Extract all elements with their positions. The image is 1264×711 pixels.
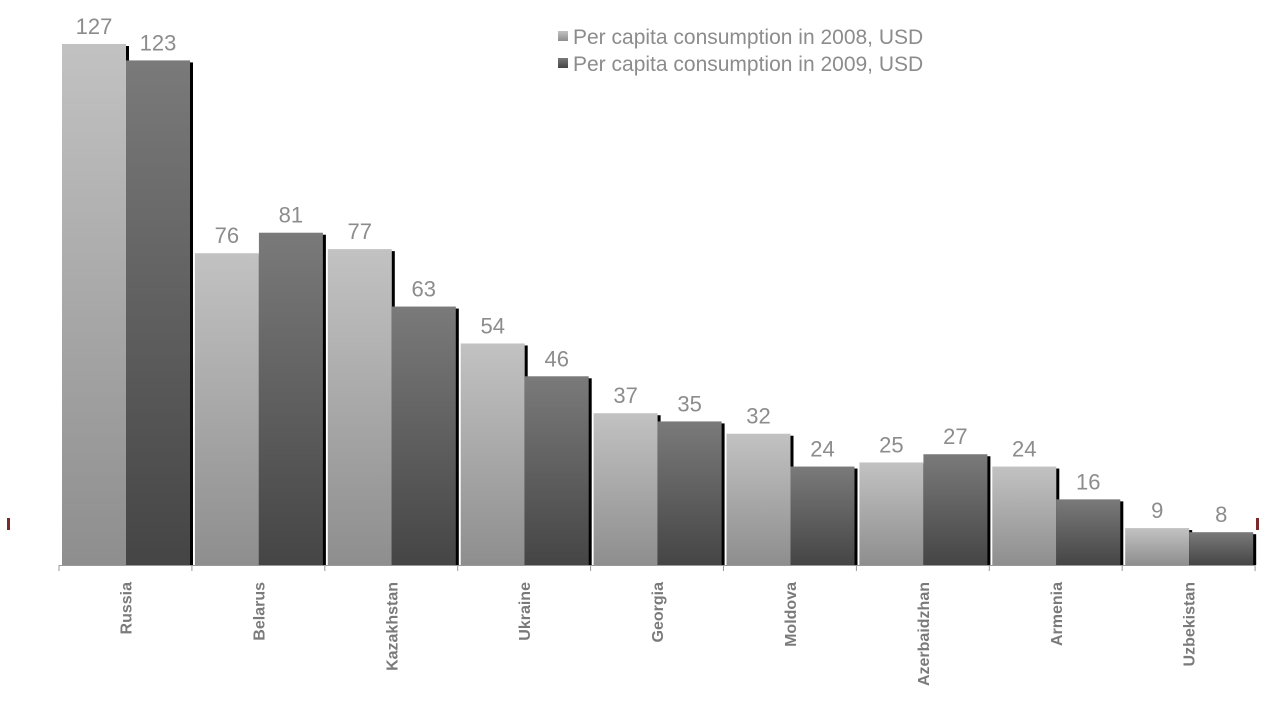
data-label: 81 xyxy=(279,203,303,228)
right-edge-marker xyxy=(1256,518,1259,530)
bar-ukraine-2009 xyxy=(524,376,589,565)
data-label: 63 xyxy=(412,277,436,302)
legend: Per capita consumption in 2008, USD Per … xyxy=(558,26,923,76)
left-edge-marker xyxy=(7,518,10,530)
bar-georgia-2009 xyxy=(657,421,722,565)
data-label: 27 xyxy=(943,424,967,449)
data-label: 37 xyxy=(613,383,637,408)
bar-georgia-2008 xyxy=(593,413,658,565)
category-label: Georgia xyxy=(650,582,667,643)
data-label: 127 xyxy=(76,14,113,39)
bar-russia-2009 xyxy=(126,60,190,565)
data-label: 54 xyxy=(480,313,504,338)
bar-belarus-2008 xyxy=(194,253,259,566)
data-label: 9 xyxy=(1151,498,1163,523)
data-label: 24 xyxy=(810,437,834,462)
category-label: Azerbaidzhan xyxy=(916,582,933,686)
category-label: Kazakhstan xyxy=(384,582,401,671)
bar-belarus-2009 xyxy=(258,232,323,565)
data-label: 16 xyxy=(1076,469,1100,494)
data-label: 32 xyxy=(746,404,770,429)
bar-kazakhstan-2008 xyxy=(327,249,392,565)
data-label: 76 xyxy=(215,223,239,248)
bar-uzbekistan-2008 xyxy=(1125,528,1190,565)
data-label: 24 xyxy=(1012,437,1036,462)
data-label: 8 xyxy=(1215,502,1227,527)
bar-kazakhstan-2009 xyxy=(391,306,456,565)
bar-russia-2008 xyxy=(62,44,126,565)
category-label: Ukraine xyxy=(517,582,534,641)
x-axis: Russia Belarus Kazakhstan Ukraine Georgia Mol… xyxy=(58,565,1256,686)
bar-ukraine-2008 xyxy=(460,343,525,565)
bar-moldova-2009 xyxy=(790,466,855,565)
legend-label-2009: Per capita consumption in 2009, USD xyxy=(573,53,923,76)
data-label: 46 xyxy=(544,346,568,371)
bars-group xyxy=(62,44,1257,566)
category-label: Uzbekistan xyxy=(1182,582,1199,666)
legend-label-2008: Per capita consumption in 2008, USD xyxy=(573,26,923,49)
category-label: Armenia xyxy=(1049,582,1066,646)
category-label: Belarus xyxy=(251,582,268,641)
bar-azerbaidzhan-2009 xyxy=(923,454,988,565)
bar-uzbekistan-2009 xyxy=(1189,532,1254,565)
category-label: Russia xyxy=(118,582,135,635)
value-labels-group: 127 123 76 81 77 63 54 46 37 35 32 24 25 27 24 16 9 8 xyxy=(76,14,1228,527)
bar-moldova-2008 xyxy=(726,433,791,565)
legend-swatch-2009 xyxy=(558,58,568,68)
category-label: Moldova xyxy=(783,582,800,647)
bar-azerbaidzhan-2008 xyxy=(859,462,924,565)
data-label: 35 xyxy=(677,391,701,416)
bar-armenia-2008 xyxy=(992,466,1057,565)
data-label: 123 xyxy=(140,30,177,55)
data-label: 25 xyxy=(879,432,903,457)
legend-swatch-2008 xyxy=(558,31,568,41)
bar-armenia-2009 xyxy=(1056,499,1121,565)
data-label: 77 xyxy=(348,219,372,244)
